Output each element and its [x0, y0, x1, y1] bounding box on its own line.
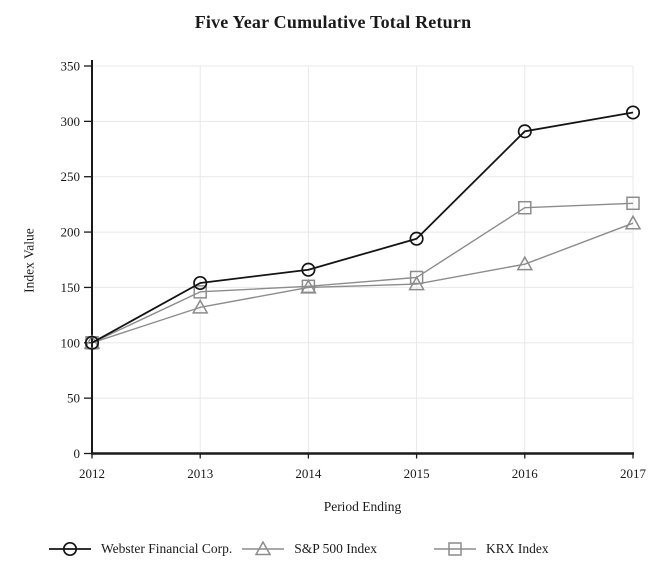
data-marker-triangle [624, 214, 642, 230]
y-tick-label: 250 [61, 169, 81, 184]
legend-marker-circle-icon [49, 541, 91, 557]
y-tick-label: 150 [61, 280, 81, 295]
data-marker-circle [517, 124, 532, 139]
x-tick-label: 2016 [512, 466, 539, 481]
y-tick-label: 50 [67, 391, 80, 406]
y-tick-label: 100 [61, 335, 81, 350]
data-marker-square [409, 270, 424, 285]
legend-circle-glyph [62, 541, 78, 557]
chart-plot-area: 0 50 100 150 200 250 300 350 2012 2013 2014 2015 201… [61, 59, 647, 482]
y-tick-label: 0 [74, 446, 81, 461]
chart-title: Five Year Cumulative Total Return [194, 12, 472, 32]
y-tick-label: 350 [61, 59, 81, 74]
y-tick-label: 200 [61, 225, 81, 240]
data-marker-circle [301, 262, 316, 277]
x-tick-label: 2012 [79, 466, 105, 481]
data-marker-circle [193, 275, 208, 291]
data-marker-triangle [191, 298, 209, 314]
legend-label: Webster Financial Corp. [101, 541, 233, 556]
x-tick-label: 2014 [295, 466, 322, 481]
legend-item-webster: Webster Financial Corp. [48, 541, 232, 557]
chart-legend: Webster Financial Corp. S&P 500 Index KR… [48, 538, 549, 560]
data-marker-circle [84, 335, 100, 350]
x-axis-title: Period Ending [323, 499, 402, 514]
data-marker-square [518, 200, 532, 215]
data-marker-square [626, 196, 640, 211]
legend-item-sp500: S&P 500 Index [241, 541, 377, 557]
series-line-1 [91, 222, 634, 344]
legend-marker-square-icon [434, 542, 477, 556]
data-marker-circle [409, 231, 424, 246]
legend-label: S&P 500 Index [294, 541, 378, 556]
y-tick-label: 300 [61, 114, 81, 129]
legend-label: KRX Index [486, 541, 549, 556]
legend-triangle-glyph [254, 541, 272, 556]
y-axis-title: Index Value [21, 228, 37, 293]
data-marker-square [301, 279, 316, 294]
data-marker-square [193, 285, 207, 299]
series-line-2 [91, 202, 634, 344]
legend-item-krx: KRX Index [433, 541, 549, 557]
legend-square-glyph [448, 542, 462, 556]
legend-marker-triangle-icon [242, 541, 285, 556]
x-tick-label: 2015 [404, 466, 430, 481]
series-line-0 [91, 111, 634, 344]
data-marker-triangle [516, 255, 534, 271]
data-marker-circle [625, 105, 641, 120]
x-tick-label: 2017 [620, 466, 647, 481]
x-tick-label: 2013 [187, 466, 213, 481]
